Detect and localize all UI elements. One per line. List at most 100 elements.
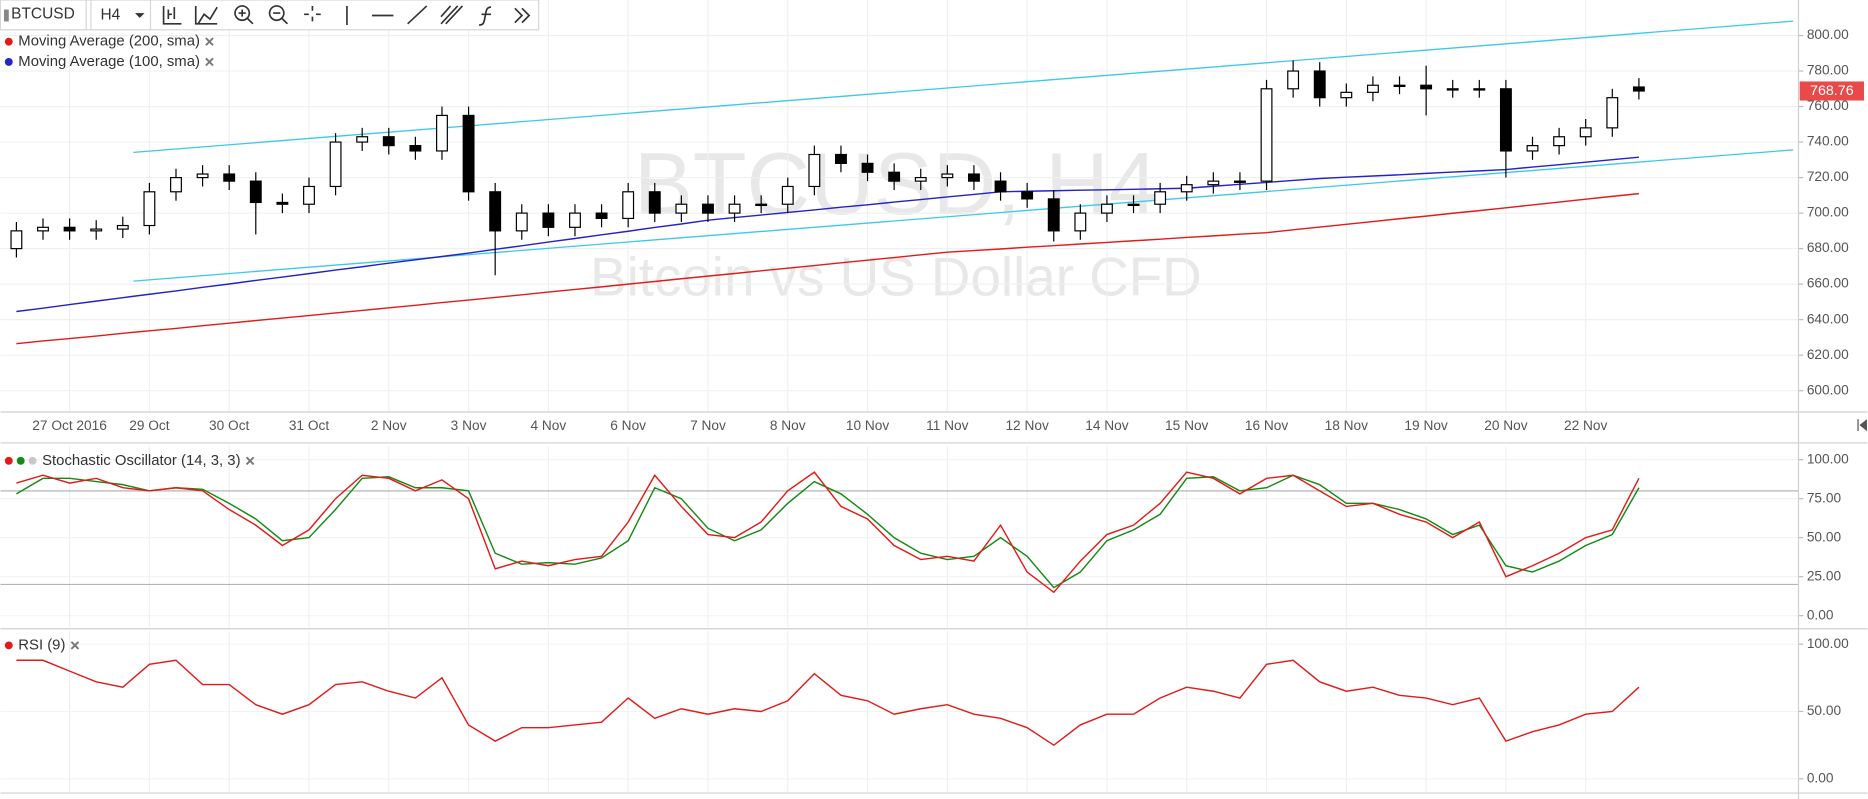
legend-marker [4,37,13,46]
candle-body [1632,86,1645,92]
x-tick-label: 2 Nov [371,418,407,433]
x-tick-label: 20 Nov [1484,418,1528,433]
scroll-icon[interactable] [1857,419,1867,432]
candle-body [329,141,342,188]
legend-marker [28,456,37,465]
legend-label: RSI (9) [18,637,65,653]
legend-marker [16,456,25,465]
candle-body [1499,88,1512,152]
legend-marker [4,57,13,66]
interval[interactable]: H4 [100,7,120,24]
watermark-symbol: BTCUSD, H4 [634,134,1158,233]
x-tick-label: 30 Oct [209,418,250,433]
candle-body [1366,84,1379,93]
bar-style-button[interactable] [162,5,182,25]
y-tick-label: 740.00 [1807,134,1849,149]
candle-body [1340,91,1353,99]
candle-body [755,203,768,207]
channel-line [133,149,1794,282]
candle-body [489,191,502,232]
candle-body [994,180,1007,193]
channel-line [133,20,1794,154]
candle-body [702,203,714,214]
channel-button[interactable] [440,5,464,25]
y-tick-label: 600.00 [1807,382,1849,397]
zoom-out-glyph [273,12,289,25]
indicator-line [16,471,1640,594]
x-tick-label: 29 Oct [129,418,170,433]
zoom-out-button[interactable] [268,5,285,22]
y-tick-label: 50.00 [1807,529,1842,544]
y-tick-label: 780.00 [1807,63,1849,78]
candle-body [515,212,528,232]
candle-body [196,173,209,179]
candle-body [10,230,23,250]
y-tick-label: 700.00 [1807,205,1849,220]
candle-body [1100,203,1113,214]
legend-remove[interactable] [205,37,214,46]
indicator-line [16,659,1640,747]
candle-body [808,153,821,188]
candle-body [1526,145,1539,152]
x-tick-label: 12 Nov [1005,418,1049,433]
candle-body [861,162,874,173]
y-tick-label: 0.00 [1807,770,1834,785]
candle-body [728,203,741,214]
candle-body [116,224,129,230]
candle-body [1579,127,1592,138]
indicators-button[interactable] [194,5,218,25]
legend-marker [4,456,13,465]
symbol[interactable]: BTCUSD [11,5,75,22]
moving-average-line [16,156,1639,313]
x-tick-label: 19 Nov [1404,418,1448,433]
candle-body [1180,184,1193,193]
candle-body [409,145,422,152]
symbol-box[interactable] [0,0,87,31]
candle-body [1553,136,1566,147]
plot-area [10,20,1794,345]
candle-body [1420,84,1433,90]
candle-body [967,173,980,182]
trend-line-button[interactable] [407,5,428,25]
zoom-in-button[interactable] [234,5,251,22]
crosshair-button[interactable] [304,5,321,22]
legend-remove[interactable] [205,57,214,67]
candle-body [382,136,395,147]
more-button[interactable] [514,7,531,24]
candle-body [1047,198,1060,232]
candle-body [622,191,635,220]
candle-body [675,203,688,214]
x-tick-label: 22 Nov [1564,418,1608,433]
candle-body [1287,70,1300,90]
candle-body [1207,180,1220,186]
y-tick-label: 640.00 [1807,311,1849,326]
legend-remove[interactable] [245,456,255,466]
candle-body [170,176,182,193]
legend-remove[interactable] [70,641,80,650]
candle-body [834,153,847,164]
candle-body [223,173,236,182]
dropdown-icon[interactable] [135,13,145,18]
y-tick-label: 760.00 [1807,98,1849,113]
x-tick-label: 31 Oct [289,418,330,433]
y-tick-label: 660.00 [1807,276,1849,291]
candle-body [781,185,794,205]
candle-body [1021,191,1034,200]
legend-label: Moving Average (200, sma) [18,34,200,50]
y-tick-label: 620.00 [1807,347,1849,362]
candle-body [569,212,581,228]
candle-body [143,191,156,227]
fibonacci-button[interactable] [479,6,492,26]
plot-area [16,659,1640,747]
legend-label: Moving Average (100, sma) [18,54,200,70]
candle-body [249,180,262,204]
zoom-in-glyph [238,9,254,25]
y-tick-label: 50.00 [1807,703,1842,718]
watermark-description: Bitcoin vs US Dollar CFD [590,245,1202,307]
candle-body [37,226,49,232]
y-tick-label: 100.00 [1807,636,1849,651]
y-tick-label: 25.00 [1807,568,1842,583]
